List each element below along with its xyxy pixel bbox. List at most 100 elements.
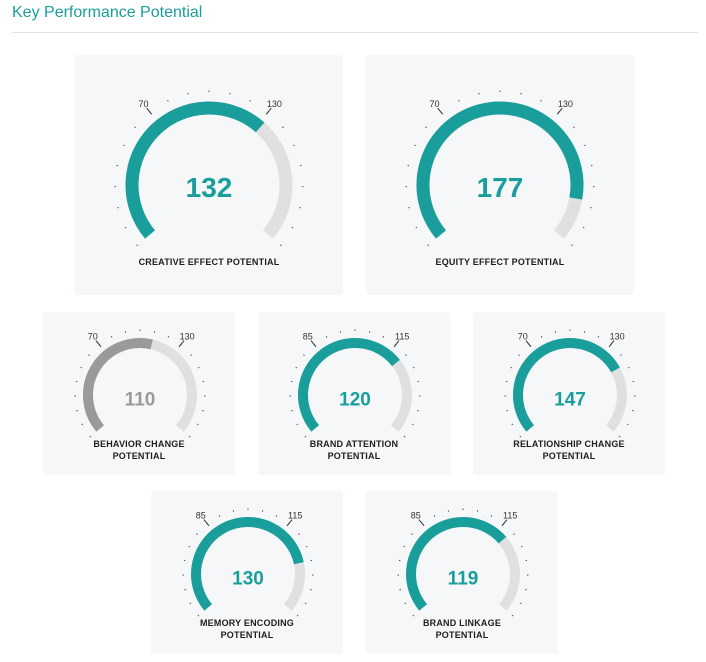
gauge-tick (403, 545, 406, 548)
gauge-tick (570, 244, 573, 247)
gauge-tick (218, 514, 221, 517)
gauge-tick (88, 354, 90, 356)
gauge-title: BRAND LINKAGE POTENTIAL (366, 617, 558, 641)
gauge-card-brand-attention: 85 115 120 BRAND ATTENTION POTENTIAL (258, 312, 450, 475)
gauge-value-label: 132 (186, 172, 233, 203)
gauge-tick (124, 226, 127, 229)
threshold-label-high: 130 (558, 99, 573, 109)
threshold-label-low: 70 (518, 332, 528, 342)
page-title: Key Performance Potential (12, 4, 203, 21)
gauge-value-arc (191, 517, 304, 611)
gauge-title-line: POTENTIAL (435, 630, 489, 640)
gauge-tick (189, 602, 192, 605)
gauge-card-behavior: 70 130 110 BEHAVIOR CHANGE POTENTIAL (43, 312, 235, 475)
threshold-label-low: 85 (411, 511, 421, 521)
gauge-tick (325, 335, 328, 338)
gauge-title: BEHAVIOR CHANGE POTENTIAL (43, 438, 235, 462)
gauge-tick (540, 335, 543, 338)
gauge-tick (293, 144, 295, 147)
gauge-tick (304, 435, 307, 438)
threshold-label-low: 85 (196, 511, 206, 521)
gauge-value-label: 147 (554, 390, 586, 411)
gauge-tick (626, 423, 629, 426)
threshold-marker-low (525, 340, 532, 348)
gauge-title-line: CREATIVE EFFECT POTENTIAL (138, 257, 280, 267)
gauge-tick (188, 435, 191, 438)
threshold-label-high: 115 (395, 332, 409, 342)
gauge-value-arc (298, 338, 400, 432)
gauge-tick (298, 533, 300, 535)
gauge-tick (584, 144, 586, 147)
gauge-value-label: 130 (232, 569, 264, 590)
gauge-card-brand-linkage: 85 115 119 BRAND LINKAGE POTENTIAL (366, 491, 558, 654)
threshold-marker-high (286, 519, 293, 527)
gauge-title-line: MEMORY ENCODING (199, 618, 294, 628)
gauge-value-label: 110 (125, 390, 156, 411)
gauge-title-line: EQUITY EFFECT POTENTIAL (435, 257, 565, 267)
gauge-tick (520, 545, 523, 548)
gauge-title: BRAND ATTENTION POTENTIAL (258, 438, 450, 462)
gauge-title: CREATIVE EFFECT POTENTIAL (75, 256, 343, 268)
gauge-tick (188, 545, 191, 548)
threshold-marker-low (437, 107, 444, 115)
threshold-label-high: 115 (288, 511, 302, 521)
threshold-marker-high (265, 107, 272, 115)
gauge-tick (296, 423, 299, 426)
gauge-value-label: 119 (448, 569, 479, 590)
gauge-tick (196, 533, 198, 535)
gauge-value-arc (513, 338, 620, 432)
gauge-relationship: 70 130 147 (504, 329, 636, 438)
gauge-value-arc (125, 101, 265, 239)
gauge-card-memory-encoding: 85 115 130 MEMORY ENCODING POTENTIAL (151, 491, 343, 654)
gauge-tick (110, 335, 113, 338)
gauge-tick (281, 126, 284, 129)
gauge-tick (511, 614, 514, 617)
gauge-value-arc (416, 101, 584, 239)
gauge-tick (303, 354, 305, 356)
threshold-label-low: 70 (139, 99, 149, 109)
gauge-title: MEMORY ENCODING POTENTIAL (151, 617, 343, 641)
threshold-label-low: 85 (303, 332, 313, 342)
gauge-tick (414, 144, 416, 147)
gauge-tick (411, 423, 414, 426)
gauge-tick (190, 354, 192, 356)
gauge-tick (620, 354, 622, 356)
gauge-tick (427, 244, 430, 247)
gauge-tick (540, 99, 542, 102)
gauge-tick (279, 244, 282, 247)
gauge-tick (136, 244, 139, 247)
gauge-tick (275, 514, 278, 517)
threshold-label-low: 70 (430, 99, 440, 109)
gauge-tick (249, 99, 251, 102)
gauge-tick (403, 435, 406, 438)
gauge-tick (415, 226, 418, 229)
gauge-brand-linkage: 85 115 119 (397, 508, 529, 617)
gauge-tick (458, 99, 460, 102)
gauge-tick (197, 614, 200, 617)
gauge-card-relationship: 70 130 147 RELATIONSHIP CHANGE POTENTIAL (473, 312, 665, 475)
gauge-title-line: POTENTIAL (542, 451, 596, 461)
gauge-tick (291, 226, 294, 229)
gauge-brand-attention: 85 115 120 (289, 329, 421, 438)
threshold-marker-high (178, 340, 185, 348)
gauge-value-arc (83, 338, 153, 432)
gauge-tick (123, 144, 125, 147)
gauge-card-creative: 70 130 132 CREATIVE EFFECT POTENTIAL (75, 55, 343, 295)
gauge-tick (296, 614, 299, 617)
gauge-tick (518, 354, 520, 356)
threshold-marker-high (501, 519, 508, 527)
gauge-tick (572, 126, 575, 129)
gauge-tick (511, 423, 514, 426)
gauge-behavior: 70 130 110 (74, 329, 206, 438)
threshold-marker-high (393, 340, 400, 348)
gauge-card-equity: 70 130 177 EQUITY EFFECT POTENTIAL (366, 55, 634, 295)
gauge-tick (618, 435, 621, 438)
gauge-tick (89, 435, 92, 438)
gauge-tick (425, 126, 428, 129)
threshold-marker-high (556, 107, 563, 115)
threshold-label-low: 70 (88, 332, 98, 342)
gauge-title-line: POTENTIAL (327, 451, 381, 461)
gauge-equity: 70 130 177 (405, 90, 595, 247)
gauge-memory-encoding: 85 115 130 (182, 508, 314, 617)
gauge-tick (80, 366, 83, 369)
